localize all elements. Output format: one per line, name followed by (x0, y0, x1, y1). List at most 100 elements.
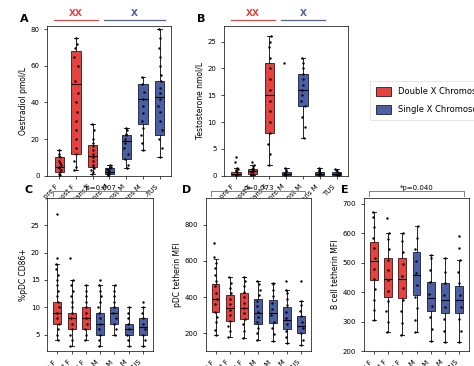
Point (158, 145, 165, 151)
Point (137, 132, 145, 138)
Text: E: E (341, 185, 348, 195)
Point (109, 299, 117, 305)
Point (69, 277, 77, 283)
Point (139, 96, 146, 102)
Point (241, 316, 248, 322)
Point (426, 279, 434, 285)
Point (456, 340, 463, 346)
Point (413, 270, 420, 276)
Point (264, 141, 272, 146)
PathPatch shape (125, 324, 133, 335)
Point (296, 308, 304, 314)
Point (370, 209, 377, 215)
Point (68, 326, 76, 332)
PathPatch shape (110, 307, 118, 324)
Point (297, 313, 305, 319)
Point (267, 312, 274, 318)
Point (95, 283, 102, 288)
Point (82, 299, 90, 305)
Point (248, 159, 256, 165)
Point (106, 165, 114, 171)
Point (66, 343, 74, 349)
Point (335, 172, 342, 178)
Point (384, 319, 392, 325)
Point (281, 165, 289, 171)
PathPatch shape (456, 286, 463, 313)
Point (83, 321, 91, 327)
Point (73, 41, 81, 47)
Point (55, 153, 63, 158)
Point (53, 255, 61, 261)
Point (250, 162, 257, 168)
Point (139, 315, 146, 321)
Point (399, 320, 406, 326)
Point (112, 326, 119, 332)
Point (413, 282, 420, 288)
Point (106, 169, 113, 175)
Point (156, 85, 164, 91)
Point (225, 274, 233, 280)
Point (69, 288, 77, 294)
Point (123, 127, 130, 133)
Point (283, 290, 291, 295)
Point (138, 310, 146, 316)
Point (212, 260, 219, 266)
Point (299, 55, 306, 61)
Point (82, 332, 90, 338)
Point (384, 257, 392, 263)
Point (428, 303, 436, 309)
Point (249, 163, 257, 169)
Point (228, 280, 235, 285)
Point (96, 277, 104, 283)
Point (399, 261, 406, 267)
Point (266, 151, 273, 157)
Point (124, 337, 132, 343)
Point (371, 224, 378, 230)
Text: X: X (131, 9, 138, 18)
Point (427, 253, 435, 258)
Point (210, 254, 218, 260)
Point (139, 125, 147, 131)
Point (157, 78, 165, 83)
Point (212, 291, 220, 296)
Point (155, 103, 162, 109)
Text: XX: XX (69, 9, 83, 18)
Point (89, 151, 97, 157)
Point (441, 328, 448, 333)
Point (282, 315, 290, 321)
Point (106, 171, 113, 177)
Point (411, 329, 419, 335)
Point (66, 332, 74, 338)
Point (156, 109, 164, 115)
Point (157, 72, 164, 78)
Point (412, 317, 419, 323)
Point (124, 162, 131, 168)
Point (67, 283, 74, 288)
Point (56, 154, 64, 160)
Point (425, 291, 433, 296)
Point (82, 310, 90, 316)
Point (111, 332, 119, 338)
Point (140, 147, 147, 153)
Point (383, 216, 391, 221)
Point (457, 328, 465, 333)
Point (399, 230, 407, 236)
Point (69, 299, 76, 305)
Point (270, 331, 278, 337)
Point (269, 337, 277, 343)
Point (297, 98, 305, 104)
Point (122, 125, 130, 131)
PathPatch shape (96, 313, 104, 335)
Point (156, 54, 164, 60)
Point (280, 60, 288, 66)
Point (370, 214, 377, 220)
Point (104, 172, 112, 178)
Point (55, 305, 63, 310)
PathPatch shape (269, 300, 276, 323)
Point (384, 277, 392, 283)
Point (266, 130, 274, 136)
Point (233, 165, 240, 171)
Point (249, 167, 257, 173)
Point (226, 318, 234, 324)
Point (226, 307, 233, 313)
